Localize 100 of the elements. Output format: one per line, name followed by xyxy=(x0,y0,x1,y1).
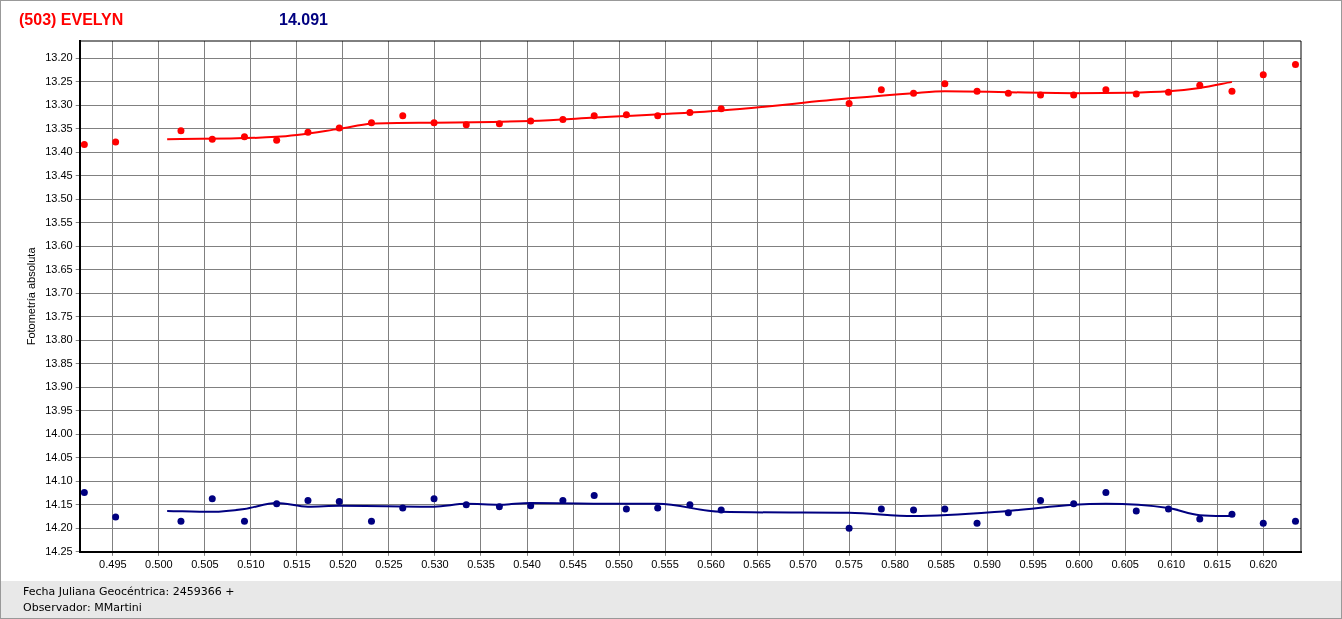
point xyxy=(304,497,312,505)
x-tick-label: 0.600 xyxy=(1065,558,1093,571)
point xyxy=(590,112,598,120)
x-tick-label: 0.545 xyxy=(559,558,587,571)
point xyxy=(973,87,981,95)
point xyxy=(177,127,185,135)
point xyxy=(717,105,725,113)
point xyxy=(208,495,216,503)
point xyxy=(1259,71,1267,79)
point xyxy=(367,517,375,525)
y-tick-label: 13.35 xyxy=(45,121,73,134)
point xyxy=(654,112,662,120)
point xyxy=(177,517,185,525)
point xyxy=(686,501,694,509)
x-tick-label: 0.605 xyxy=(1111,558,1139,571)
point xyxy=(80,140,88,148)
point xyxy=(527,502,535,510)
point xyxy=(654,504,662,512)
x-tick-label: 0.525 xyxy=(375,558,403,571)
point xyxy=(910,89,918,97)
point xyxy=(1196,81,1204,89)
text: Observador: MMartini xyxy=(23,601,142,614)
point xyxy=(941,80,949,88)
point xyxy=(1259,519,1267,527)
x-tick-label: 0.495 xyxy=(99,558,127,571)
point xyxy=(845,524,853,532)
x-tick-label: 0.550 xyxy=(605,558,633,571)
point xyxy=(1164,88,1172,96)
point xyxy=(686,108,694,116)
x-tick-label: 0.520 xyxy=(329,558,357,571)
point xyxy=(399,112,407,120)
x-tick-label: 0.500 xyxy=(145,558,173,571)
point xyxy=(335,498,343,506)
point xyxy=(717,506,725,514)
point xyxy=(430,119,438,127)
x-tick-label: 0.620 xyxy=(1249,558,1278,571)
x-tick-label: 0.575 xyxy=(835,558,863,571)
y-tick-label: 13.95 xyxy=(45,403,73,416)
point xyxy=(80,489,88,497)
y-tick-label: 13.30 xyxy=(45,98,73,111)
x-axis-title: Fecha Juliana Geocéntrica: 2459366 + xyxy=(23,585,235,598)
point xyxy=(1196,515,1204,523)
y-tick-label: 14.10 xyxy=(45,474,73,487)
point xyxy=(1228,510,1236,518)
point xyxy=(559,115,567,123)
y-tick-label: 13.60 xyxy=(45,239,73,252)
x-tick-label: 0.540 xyxy=(513,558,541,571)
text: (503) EVELYN xyxy=(19,11,125,29)
x-tick-label: 0.570 xyxy=(789,558,817,571)
y-tick-label: 13.90 xyxy=(45,380,73,393)
y-tick-label: 13.75 xyxy=(45,309,73,322)
point xyxy=(1037,91,1045,99)
point xyxy=(399,504,407,512)
y-tick-label: 14.25 xyxy=(45,544,73,557)
point xyxy=(622,505,630,513)
y-tick-label: 13.40 xyxy=(45,145,73,158)
y-tick-label: 13.70 xyxy=(45,286,73,299)
point xyxy=(527,117,535,125)
point xyxy=(430,495,438,503)
point xyxy=(335,124,343,132)
x-tick-label: 0.595 xyxy=(1019,558,1047,571)
point xyxy=(1132,507,1140,515)
x-tick-label: 0.615 xyxy=(1203,558,1232,571)
x-tick-label: 0.530 xyxy=(421,558,449,571)
point xyxy=(1291,61,1299,68)
point xyxy=(495,120,503,128)
y-tick-label: 13.45 xyxy=(45,168,73,181)
x-tick-label: 0.585 xyxy=(927,558,955,571)
point xyxy=(1291,517,1299,525)
x-tick-label: 0.610 xyxy=(1157,558,1185,571)
point xyxy=(1037,497,1045,505)
x-tick-label: 0.535 xyxy=(467,558,495,571)
point xyxy=(112,513,120,521)
point xyxy=(273,136,281,144)
point xyxy=(304,128,312,136)
point xyxy=(941,505,949,513)
point xyxy=(877,86,885,94)
y-tick-label: 14.15 xyxy=(45,497,73,510)
x-tick-label: 0.565 xyxy=(743,558,771,571)
point xyxy=(1228,87,1236,95)
y-tick-label: 14.00 xyxy=(45,427,73,440)
point xyxy=(462,121,470,129)
x-tick-label: 0.590 xyxy=(973,558,1001,571)
point xyxy=(1102,489,1110,497)
y-tick-label: 13.50 xyxy=(45,192,73,205)
y-tick-label: 13.20 xyxy=(45,51,73,64)
point xyxy=(973,519,981,527)
point xyxy=(1132,90,1140,98)
point xyxy=(112,138,120,146)
y-tick-label: 14.20 xyxy=(45,521,73,534)
point xyxy=(845,100,853,107)
point xyxy=(590,491,598,499)
y-tick-label: 13.55 xyxy=(45,215,73,228)
point xyxy=(910,506,918,514)
point xyxy=(877,505,885,513)
y-axis-title: Fotometría absoluta xyxy=(24,246,37,346)
point xyxy=(273,500,281,508)
point xyxy=(1070,500,1078,508)
x-tick-label: 0.580 xyxy=(881,558,909,571)
point xyxy=(495,503,503,511)
